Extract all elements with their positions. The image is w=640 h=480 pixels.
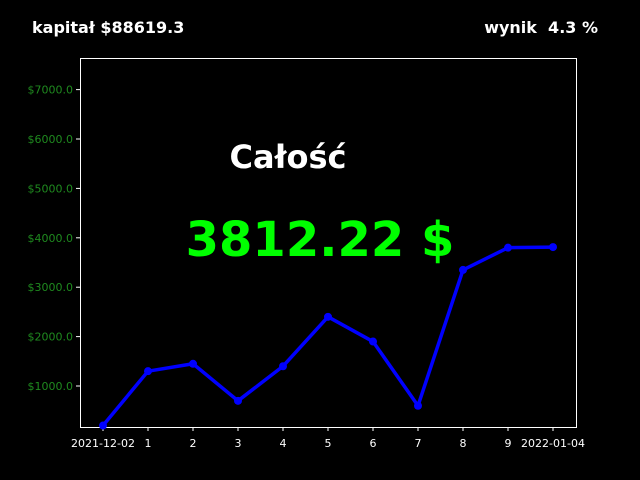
data-point	[189, 359, 197, 368]
x-tick-label: 4	[280, 437, 287, 450]
y-tick-label: $5000.0	[28, 182, 74, 195]
x-tick-label: 3	[235, 437, 242, 450]
series-line	[101, 245, 554, 427]
y-tick-label: $6000.0	[28, 133, 74, 146]
y-tick-label: $2000.0	[28, 331, 74, 344]
y-axis: $1000.0 $2000.0 $3000.0 $4000.0 $5000.0 $6000…	[28, 84, 80, 393]
x-tick-label: 6	[370, 437, 377, 450]
x-tick-label: 2	[190, 437, 197, 450]
y-tick-label: $7000.0	[28, 84, 74, 97]
data-point	[414, 401, 422, 410]
data-point	[324, 312, 332, 321]
series-layer	[99, 243, 557, 430]
x-tick-label: 2022-01-04	[521, 437, 585, 450]
x-tick-label: 7	[415, 437, 422, 450]
data-point	[369, 337, 377, 346]
data-point	[234, 396, 242, 405]
data-point	[549, 243, 557, 252]
y-tick-label: $1000.0	[28, 380, 74, 393]
annotation-title: Całość	[230, 138, 347, 176]
y-tick-label: $3000.0	[28, 281, 74, 294]
data-point	[144, 367, 152, 376]
data-point	[504, 243, 512, 252]
x-axis: 2021-12-02 1 2 3 4 5 6 7 8 9 2022-01-04	[71, 427, 585, 450]
x-tick-label: 1	[145, 437, 152, 450]
data-point	[459, 265, 467, 274]
x-tick-label: 9	[505, 437, 512, 450]
annotation-value: 3812.22 $	[186, 212, 455, 268]
x-tick-label: 5	[325, 437, 332, 450]
result-label: wynik 4.3 %	[484, 18, 598, 37]
y-tick-label: $4000.0	[28, 232, 74, 245]
data-point	[279, 362, 287, 371]
capital-label: kapitał $88619.3	[32, 18, 185, 37]
data-point	[99, 421, 107, 430]
x-tick-label: 2021-12-02	[71, 437, 135, 450]
x-tick-label: 8	[460, 437, 467, 450]
